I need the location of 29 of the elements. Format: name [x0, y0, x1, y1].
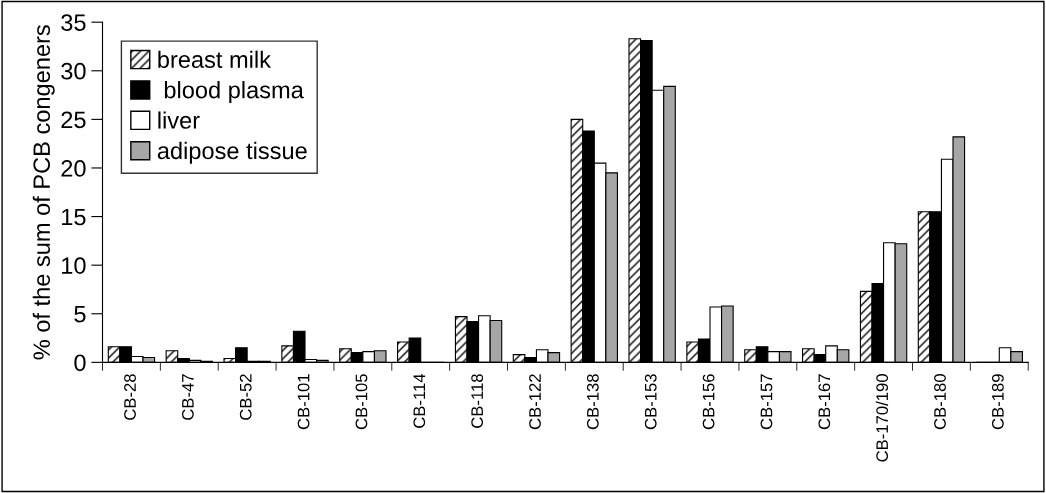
x-tick-label: CB-52	[239, 374, 252, 420]
y-tick-label: 15	[62, 208, 86, 226]
x-tick-label: CB-122	[529, 374, 541, 430]
y-tick-label: 35	[61, 14, 86, 31]
y-tick-label: 25	[61, 111, 86, 129]
y-tick-label: 5	[74, 306, 86, 323]
x-tick-label: CB-101	[297, 374, 310, 430]
x-tick-label: CB-156	[702, 374, 715, 430]
x-tick-label: CB-105	[355, 374, 368, 430]
y-tick-label: 30	[61, 62, 86, 80]
y-tick-label: 0	[74, 354, 86, 372]
x-tick-label: CB-47	[181, 374, 194, 420]
legend-label: breast milk	[158, 50, 271, 68]
x-tick-label: CB-138	[586, 374, 599, 430]
x-tick-label: CB-114	[413, 373, 426, 428]
y-tick-label: 10	[62, 257, 86, 274]
y-axis-title: % of the sum of PCB congeners	[32, 25, 55, 360]
legend-label: blood plasma	[164, 81, 304, 104]
x-tick-label: CB-170/190	[875, 374, 889, 462]
legend-label: adipose tissue	[157, 141, 307, 164]
x-tick-label: CB-180	[934, 374, 946, 430]
x-tick-label: CB-153	[644, 374, 657, 430]
x-tick-label: CB-167	[818, 374, 831, 430]
x-tick-label: CB-118	[471, 374, 484, 428]
x-tick-label: CB-157	[760, 374, 773, 430]
legend-label: liver	[158, 111, 200, 129]
y-tick-label: 20	[61, 160, 86, 177]
x-tick-label: CB-189	[991, 374, 1004, 430]
x-tick-label: CB-28	[124, 374, 136, 420]
